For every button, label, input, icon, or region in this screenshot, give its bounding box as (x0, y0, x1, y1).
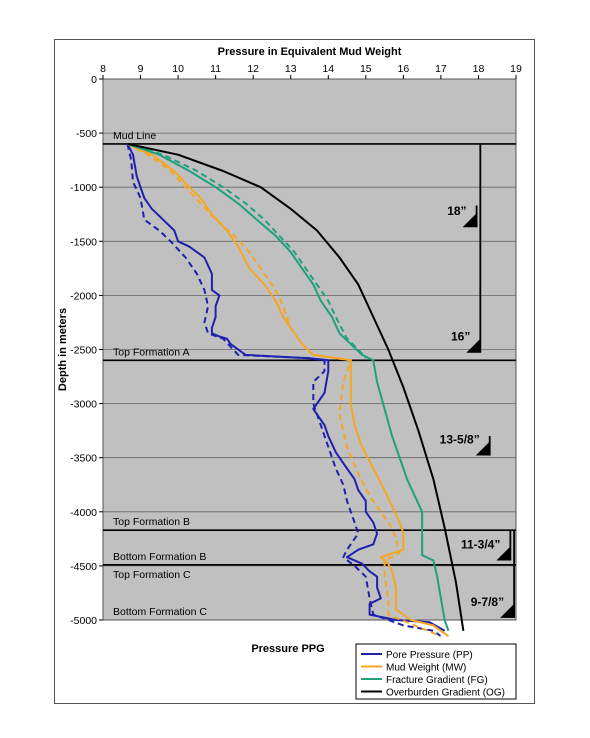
x-axis-label: Pressure PPG (251, 643, 324, 655)
axes: 0 -500 -1000 -1500 -2000 -2500 -3000 -3500 -4000… (70, 63, 522, 627)
legend: Pore Pressure (PP) Mud Weight (MW)Fractur… (355, 643, 517, 700)
x-tick-label: 8 (100, 63, 106, 75)
y-tick-label: -1000 (70, 182, 97, 194)
x-tick-label: 19 (510, 63, 522, 75)
series-line-5 (127, 142, 367, 359)
series (126, 142, 465, 638)
casing-shoe-2 (475, 441, 490, 456)
y-axis-label: Depth in meters (57, 308, 69, 391)
series-line-3 (126, 143, 442, 638)
x-tick-label: 12 (247, 63, 259, 75)
legend-label: Pore Pressure (PP) (386, 650, 473, 661)
casing-shoe-3 (496, 546, 511, 561)
chart-frame (54, 39, 535, 704)
series-line-0 (126, 143, 446, 632)
x-tick-label: 10 (172, 63, 184, 75)
formation-label: Top Formation C (113, 569, 191, 581)
casing-shoe-4 (500, 603, 515, 618)
y-tick-label: -4500 (70, 561, 97, 573)
casing-shoe-0 (462, 213, 477, 228)
series-line-6 (127, 142, 465, 631)
legend-label: Overburden Gradient (OG) (386, 688, 505, 699)
legend-label: Mud Weight (MW) (386, 663, 466, 674)
x-tick-label: 15 (360, 63, 372, 75)
casing-label: 9-7/8” (471, 595, 504, 609)
casing-shoe-1 (466, 338, 481, 353)
formation-lines: Mud Line Top Formation A Top Formation B Bo… (103, 130, 516, 618)
y-tick-label: 0 (91, 74, 97, 86)
x-tick-label: 18 (473, 63, 485, 75)
legend-label: Fracture Gradient (FG) (386, 675, 488, 686)
formation-label: Top Formation A (113, 346, 189, 358)
y-tick-label: -4000 (70, 507, 97, 519)
formation-label: Top Formation B (113, 516, 190, 528)
y-tick-label: -500 (76, 128, 97, 140)
x-tick-label: 16 (398, 63, 410, 75)
y-tick-label: -3000 (70, 399, 97, 411)
grid (103, 132, 516, 567)
formation-label: Bottom Formation C (113, 606, 207, 618)
casing-label: 18” (447, 204, 466, 218)
formation-label: Bottom Formation B (113, 551, 206, 563)
casing-label: 13-5/8” (440, 433, 480, 447)
casing-label: 11-3/4” (461, 537, 500, 551)
x-tick-label: 9 (138, 63, 144, 75)
x-tick-label: 13 (285, 63, 297, 75)
x-tick-label: 11 (210, 63, 221, 75)
legend-box (355, 643, 517, 700)
formation-label: Mud Line (113, 130, 156, 142)
x-tick-label: 17 (435, 63, 447, 75)
series-line-4 (127, 142, 450, 632)
casing-label: 16” (451, 330, 470, 344)
x-tick-label: 14 (322, 63, 334, 75)
y-tick-label: -3500 (70, 453, 97, 465)
y-tick-label: -2500 (70, 345, 97, 357)
casing-strings: 18” 16” 13-5/8” 11-3/4” 9-7/8” (440, 143, 516, 618)
y-tick-label: -2000 (70, 290, 97, 302)
y-tick-label: -5000 (70, 615, 97, 627)
series-line-1 (126, 143, 442, 638)
chart-title: Pressure in Equivalent Mud Weight (218, 46, 402, 58)
y-tick-label: -1500 (70, 236, 97, 248)
